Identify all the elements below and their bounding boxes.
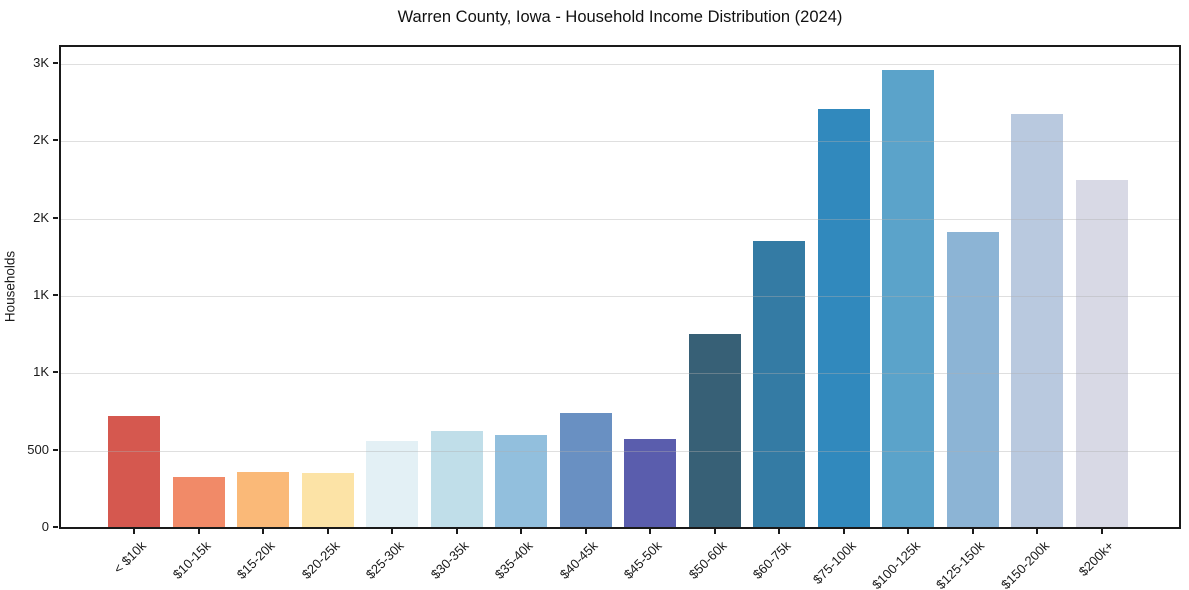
gridline-2K bbox=[59, 218, 1181, 220]
y-tick-mark bbox=[53, 62, 58, 64]
x-tick-mark bbox=[197, 529, 200, 534]
y-tick-label: 500 bbox=[27, 441, 49, 457]
x-tick-mark bbox=[584, 529, 587, 534]
y-tick-label: 2K bbox=[33, 132, 49, 148]
x-tick-label-45-50k: $45-50k bbox=[621, 538, 665, 582]
x-tick-mark bbox=[778, 529, 781, 534]
x-tick-label-125-150k: $125-150k bbox=[933, 538, 988, 590]
y-tick-mark bbox=[53, 139, 58, 142]
y-tick-label: 1K bbox=[33, 287, 49, 302]
x-tick-mark bbox=[262, 529, 265, 534]
bar-10-15k bbox=[172, 477, 225, 529]
y-tick-label: 1K bbox=[33, 364, 49, 380]
x-tick-mark bbox=[455, 529, 458, 534]
x-tick-mark bbox=[842, 529, 845, 534]
x-tick-label-100-125k: $100-125k bbox=[868, 538, 923, 590]
x-tick-mark bbox=[713, 529, 716, 534]
x-tick-label-40-45k: $40-45k bbox=[556, 538, 601, 582]
y-tick-mark bbox=[53, 216, 58, 219]
x-tick-mark bbox=[326, 529, 329, 534]
x-tick-label-10k: < $10k bbox=[110, 538, 149, 577]
bar-40-45k bbox=[559, 413, 612, 529]
x-tick-mark bbox=[1100, 529, 1103, 534]
x-tick-mark bbox=[133, 529, 135, 534]
y-tick-mark bbox=[53, 526, 58, 528]
bar-150-200k bbox=[1011, 113, 1064, 529]
bar-50-60k bbox=[688, 334, 741, 529]
y-tick-label: 3K bbox=[33, 55, 49, 70]
bar-200k bbox=[1075, 180, 1128, 529]
x-tick-label-150-200k: $150-200k bbox=[997, 538, 1053, 590]
plot-area bbox=[59, 45, 1181, 529]
x-tick-label-50-60k: $50-60k bbox=[685, 538, 730, 582]
y-tick-label: 2K bbox=[33, 209, 49, 225]
x-tick-mark bbox=[971, 529, 974, 534]
y-tick-mark bbox=[53, 294, 58, 296]
gridline-1K bbox=[59, 373, 1181, 375]
x-tick-mark bbox=[649, 529, 652, 534]
chart-title: Warren County, Iowa - Household Income D… bbox=[397, 8, 843, 26]
x-tick-mark bbox=[391, 529, 394, 534]
y-tick-label: 0 bbox=[41, 519, 49, 534]
gridline-2K bbox=[59, 141, 1181, 143]
x-tick-mark bbox=[520, 529, 523, 534]
bar-45-50k bbox=[624, 439, 677, 529]
bar-125-150k bbox=[946, 232, 999, 529]
y-tick-mark bbox=[53, 371, 58, 374]
bar-100-125k bbox=[882, 70, 935, 529]
bar-60-75k bbox=[753, 241, 806, 529]
y-tick-mark bbox=[53, 448, 58, 451]
x-tick-label-10-15k: $10-15k bbox=[169, 538, 214, 582]
x-tick-label-200k: $200k+ bbox=[1075, 538, 1117, 580]
x-tick-mark bbox=[1036, 529, 1039, 534]
x-tick-label-60-75k: $60-75k bbox=[750, 538, 794, 582]
bar-20-25k bbox=[301, 473, 354, 529]
bar-25-30k bbox=[366, 440, 419, 529]
bar-30-35k bbox=[430, 430, 483, 529]
bar-75-100k bbox=[817, 109, 870, 529]
gridline-1K bbox=[59, 296, 1181, 297]
bar-10k bbox=[108, 416, 160, 529]
gridline-500 bbox=[59, 450, 1181, 452]
x-tick-label-35-40k: $35-40k bbox=[491, 538, 536, 582]
x-tick-label-20-25k: $20-25k bbox=[298, 538, 343, 582]
x-tick-label-30-35k: $30-35k bbox=[427, 538, 472, 582]
bar-15-20k bbox=[237, 471, 290, 529]
x-tick-label-25-30k: $25-30k bbox=[362, 538, 407, 582]
bar-35-40k bbox=[495, 434, 548, 529]
x-tick-label-75-100k: $75-100k bbox=[809, 538, 859, 587]
x-tick-mark bbox=[907, 529, 910, 534]
x-tick-label-15-20k: $15-20k bbox=[233, 538, 278, 582]
gridline-3K bbox=[59, 64, 1181, 65]
